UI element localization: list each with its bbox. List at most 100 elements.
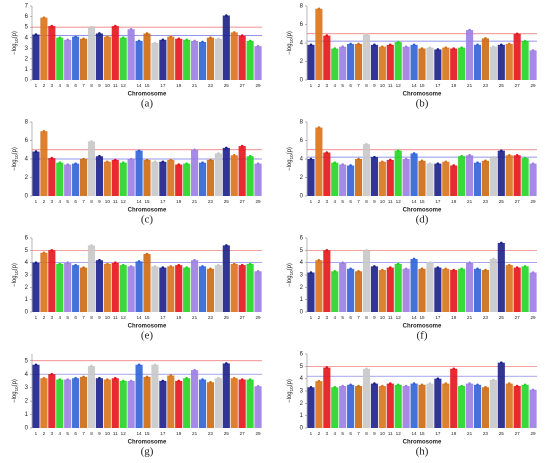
snp-cloud [64,262,72,312]
x-tick-label: 12 [121,315,127,320]
top-snp [58,262,62,266]
top-snp [145,375,149,379]
snp-cloud [426,163,434,196]
x-tick-label: 10 [105,431,111,436]
snp-cloud [40,17,48,80]
snp-cloud [103,379,111,428]
snp-cloud [362,250,371,312]
top-snp [217,263,220,267]
top-snp [468,28,471,32]
top-snp [161,266,165,269]
top-snp [531,271,535,274]
top-snp [145,158,149,162]
top-snp [137,260,141,263]
snp-cloud [119,265,127,312]
top-snp [50,249,54,252]
top-snp [523,39,527,43]
top-snp [209,380,212,384]
top-snp [412,43,416,47]
y-label-part: −log [287,43,293,55]
x-tick-label: 5 [66,83,69,88]
x-tick-label: 17 [160,83,166,88]
snp-cloud [386,44,394,80]
snp-cloud [505,383,513,428]
x-tick-label: 11 [113,431,118,436]
snp-cloud [159,161,167,196]
snp-cloud [489,46,497,80]
snp-cloud [481,387,490,428]
top-snp [381,384,384,388]
y-tick-label: 0 [300,78,304,84]
x-tick-label: 5 [341,431,344,436]
top-snp [58,36,62,40]
snp-cloud [434,163,442,196]
top-snp [137,39,141,43]
panel: 1 2 3 4 5 6 7 8 9 10 11 12 14 15 17 19 21 23 25 27 290123456… [12,4,262,110]
snp-cloud [354,386,363,428]
x-tick-label: 4 [58,315,61,320]
snp-cloud [111,262,119,312]
x-tick-label: 25 [499,199,505,204]
snp-cloud [159,39,167,80]
x-tick-label: 11 [388,83,393,88]
top-snp [515,32,519,36]
snp-cloud [95,156,103,196]
x-tick-label: 21 [192,199,198,204]
x-tick-label: 10 [105,83,111,88]
x-tick-label: 1 [310,199,313,204]
top-snp [444,160,448,164]
y-tick-label: 7 [25,4,29,10]
top-snp [436,162,440,165]
snp-cloud [191,260,199,312]
top-snp [137,149,141,152]
top-snp [428,46,432,49]
y-tick-label: 8 [300,4,304,10]
snp-cloud [143,33,151,80]
y-label-part: −log [287,275,293,287]
snp-cloud [386,383,394,428]
y-tick-label: 0 [25,426,29,432]
top-snp [460,384,463,388]
snp-cloud [167,266,175,312]
top-snp [177,379,181,383]
top-snp [209,158,212,162]
top-snp [452,47,456,50]
y-tick-label: 0 [300,426,304,432]
x-tick-label: 8 [365,315,368,320]
top-snp [404,157,408,161]
snp-cloud [426,47,434,80]
top-snp [388,382,392,385]
snp-cloud [489,157,497,196]
snp-cloud [354,271,363,312]
snp-cloud [505,265,513,312]
x-tick-label: 11 [388,315,393,320]
snp-cloud [151,266,159,312]
top-snp [169,265,173,268]
top-snp [476,43,479,47]
snp-cloud [426,262,434,312]
snp-cloud [246,379,254,428]
top-snp [232,31,236,34]
snp-cloud [48,26,56,80]
snp-cloud [410,258,418,312]
x-tick-label: 23 [208,83,214,88]
x-tick-label: 7 [357,83,360,88]
snp-cloud [87,366,96,428]
snp-cloud [238,35,246,80]
top-snp [404,384,408,388]
top-snp [217,152,220,155]
top-snp [106,262,109,266]
x-tick-label: 3 [326,315,329,320]
top-snp [153,160,157,164]
x-tick-label: 4 [58,199,61,204]
top-snp [388,158,392,162]
x-tick-label: 9 [98,431,101,436]
y-label-part: 10 [289,270,294,276]
top-snp [357,270,360,273]
snp-cloud [111,159,119,196]
x-tick-label: 27 [240,315,246,320]
y-tick-label: 6 [300,352,304,358]
x-tick-label: 1 [35,83,38,88]
snp-cloud [103,263,111,312]
